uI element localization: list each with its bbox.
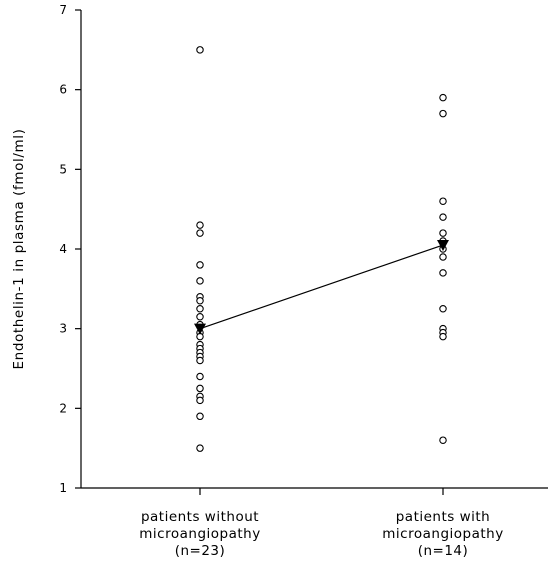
x-axis: patients withoutmicroangiopathy(n=23)pat… xyxy=(81,487,548,559)
data-point xyxy=(439,436,447,444)
mean-marker xyxy=(437,240,449,252)
category-label: patients with xyxy=(396,509,491,525)
data-point xyxy=(196,396,204,405)
data-point xyxy=(439,213,447,221)
data-point xyxy=(196,229,204,237)
data-point xyxy=(439,197,447,205)
data-point xyxy=(196,312,204,321)
category-label: microangiopathy xyxy=(139,526,260,542)
data-point xyxy=(196,372,204,381)
data-point xyxy=(439,93,447,102)
data-point xyxy=(196,46,204,54)
data-point xyxy=(196,384,204,393)
data-point xyxy=(196,356,204,365)
data-point xyxy=(196,444,204,452)
x-ticks: patients withoutmicroangiopathy(n=23)pat… xyxy=(139,488,503,559)
data-point xyxy=(439,229,447,237)
y-tick-label: 3 xyxy=(59,322,67,336)
category-label: (n=14) xyxy=(418,543,469,559)
data-point xyxy=(196,297,204,305)
data-point xyxy=(439,332,447,341)
category-label: microangiopathy xyxy=(382,526,503,542)
y-tick-label: 2 xyxy=(59,401,67,415)
data-point xyxy=(439,304,447,313)
data-point xyxy=(196,221,204,229)
y-tick-label: 7 xyxy=(59,3,67,17)
data-point xyxy=(196,261,204,269)
data-point xyxy=(439,253,447,261)
y-axis: 1 2 3 4 5 6 7 xyxy=(59,3,82,495)
plot-area xyxy=(194,46,449,452)
category-label: (n=23) xyxy=(175,543,226,559)
mean-marker xyxy=(194,323,206,335)
mean-connector-line xyxy=(199,244,444,330)
data-point xyxy=(439,269,447,277)
y-tick-label: 4 xyxy=(59,242,67,256)
y-tick-label: 1 xyxy=(59,481,67,495)
data-point xyxy=(439,109,447,118)
data-point xyxy=(196,412,204,421)
y-axis-title: Endothelin-1 in plasma (fmol/ml) xyxy=(11,129,27,370)
data-point xyxy=(196,277,204,285)
y-ticks: 1 2 3 4 5 6 7 xyxy=(59,3,81,495)
category-label: patients without xyxy=(141,509,259,525)
y-tick-label: 5 xyxy=(59,162,67,176)
y-tick-label: 6 xyxy=(59,83,67,97)
data-point xyxy=(196,304,204,313)
